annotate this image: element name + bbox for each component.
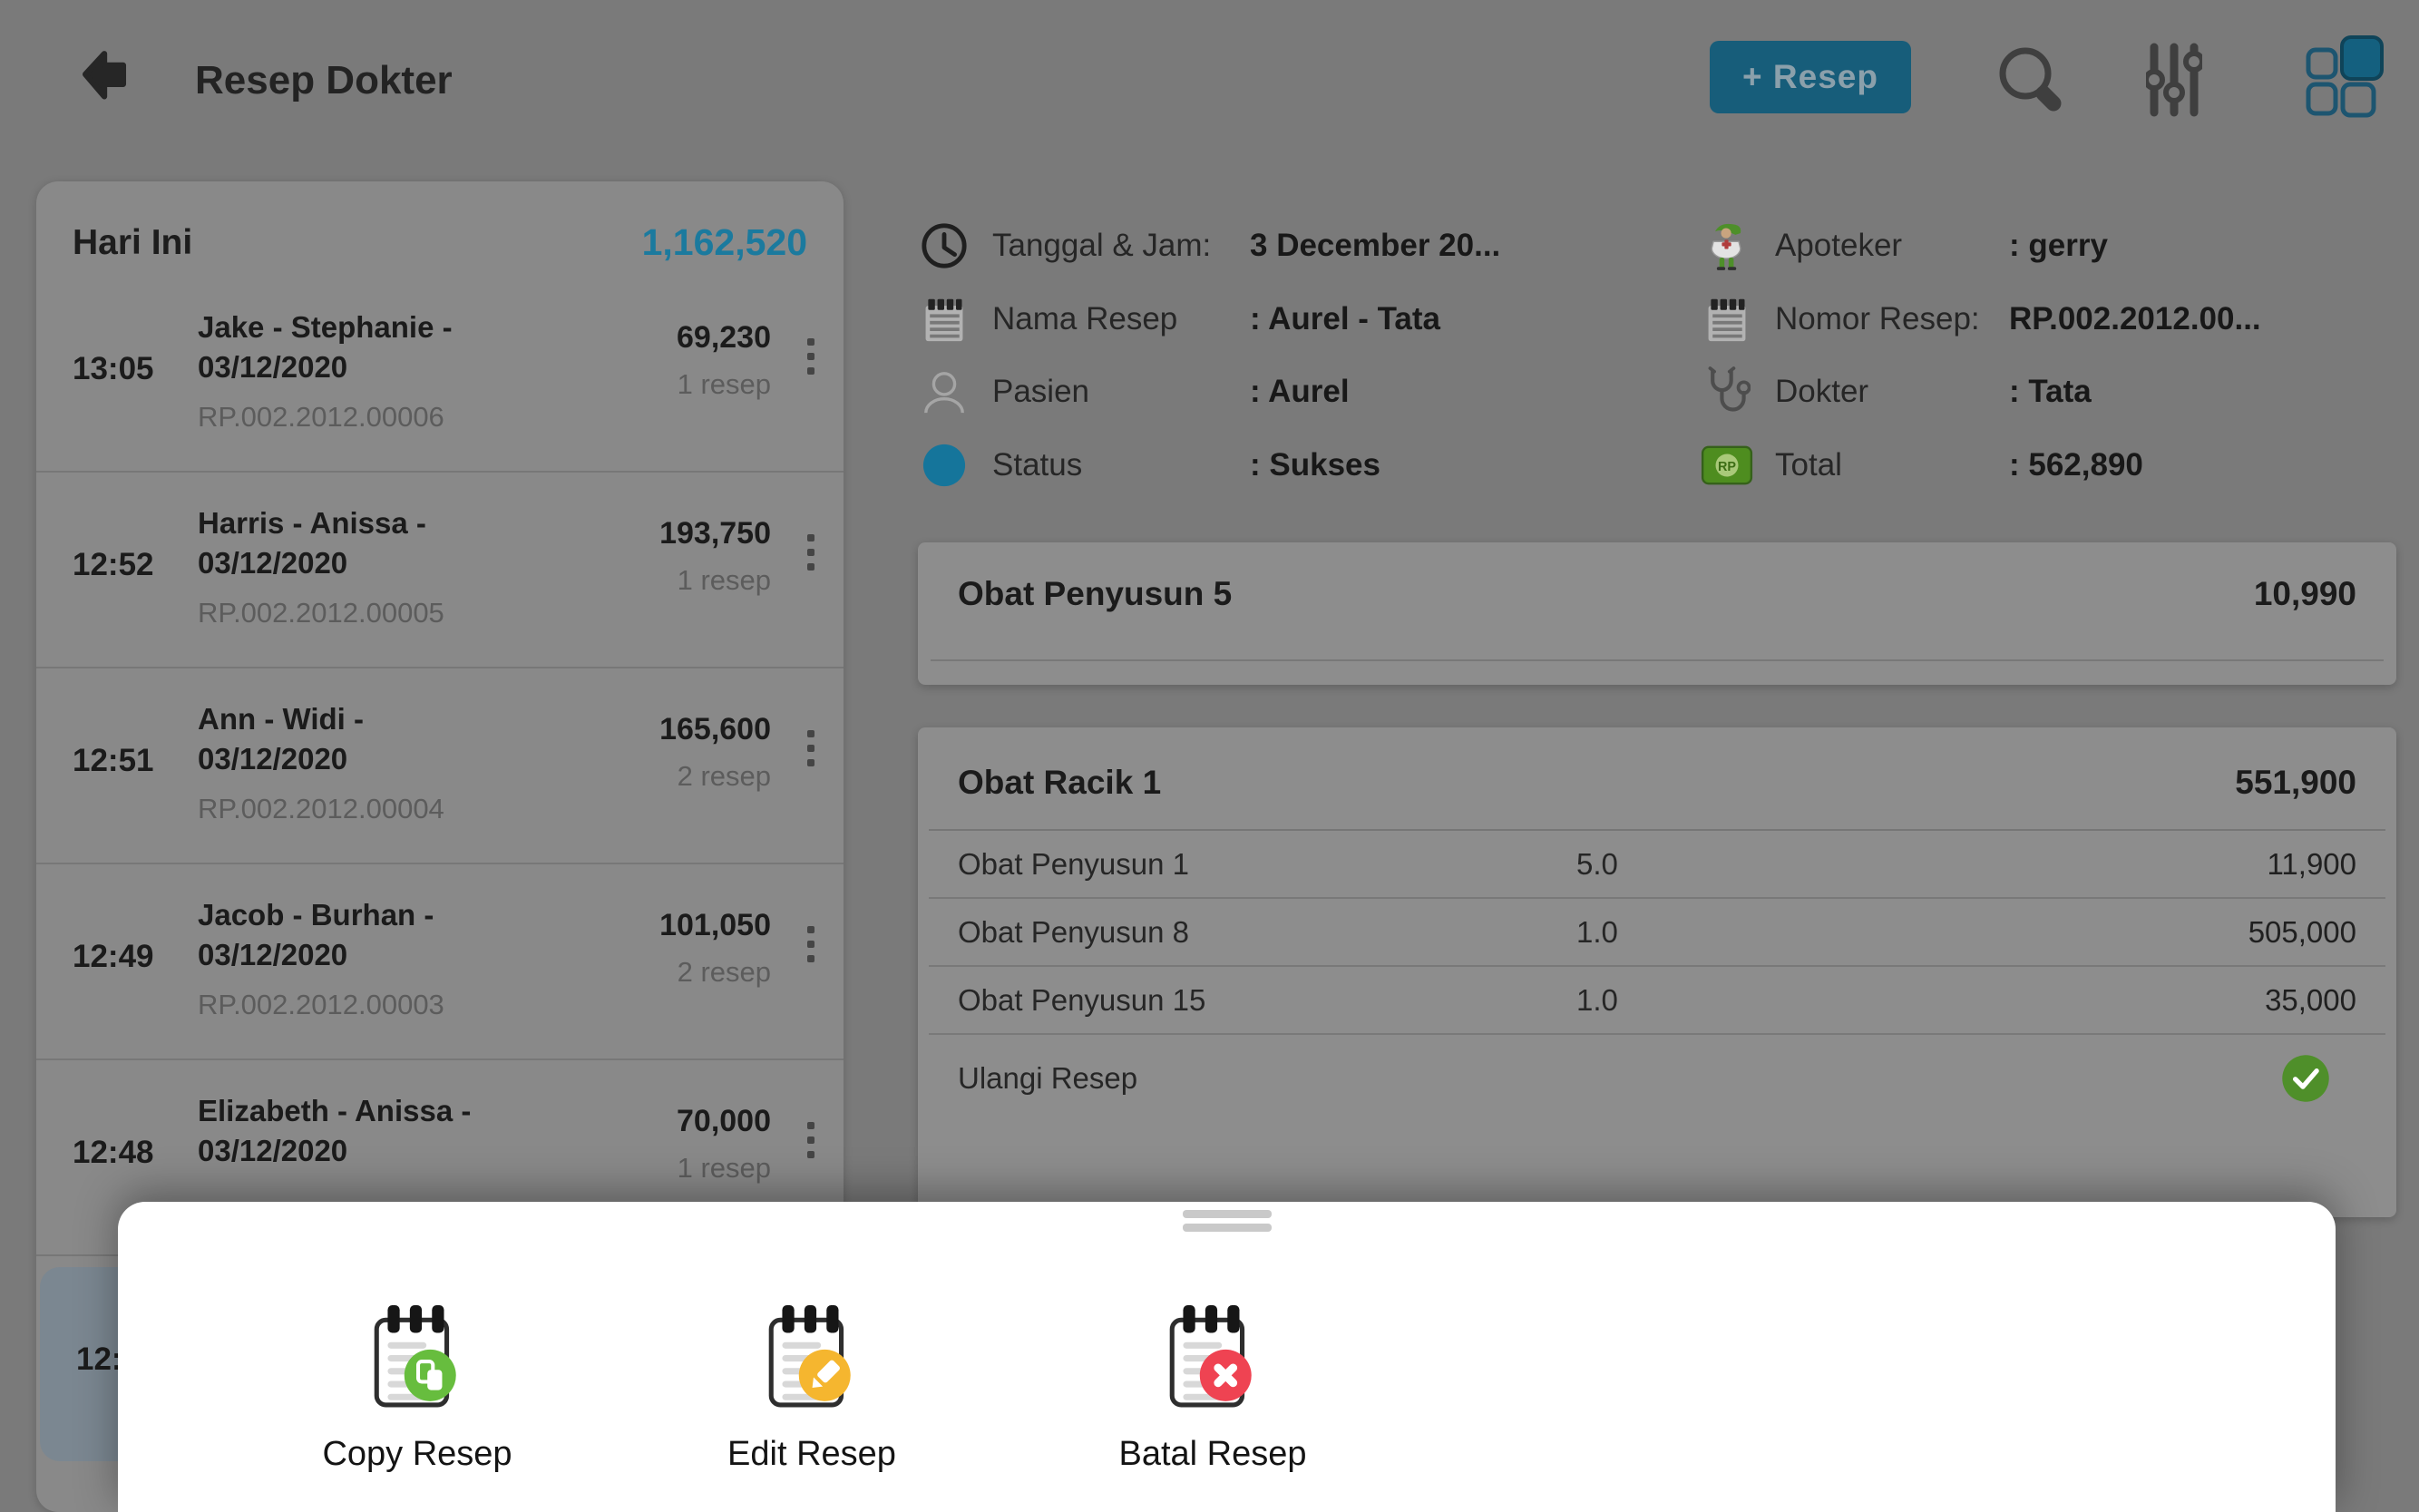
edit-resep-label: Edit Resep: [727, 1435, 896, 1473]
clock-icon: [918, 219, 971, 273]
note-icon: [1701, 292, 1753, 346]
detail-row-nomor-resep: Nomor Resep: RP.002.2012.00...: [1701, 289, 2261, 349]
list-title: Hari Ini: [73, 222, 193, 262]
item-amount: 70,000: [677, 1104, 771, 1138]
item-count: 2 resep: [677, 760, 771, 792]
batal-resep-icon: [1169, 1305, 1252, 1408]
item-menu-button[interactable]: [802, 921, 820, 968]
item-number: RP.002.2012.00004: [198, 793, 444, 825]
item-count: 1 resep: [677, 1152, 771, 1184]
batal-resep-action[interactable]: Batal Resep: [1058, 1303, 1367, 1474]
batal-resep-label: Batal Resep: [1118, 1435, 1307, 1473]
person-icon: [918, 365, 971, 419]
check-circle-icon: [2280, 1053, 2331, 1104]
money-icon: RP: [1701, 438, 1753, 493]
list-header: Hari Ini 1,162,520: [36, 181, 844, 264]
item-amount: 193,750: [659, 516, 771, 551]
detail-row-tanggal: Tanggal & Jam: 3 December 20...: [918, 216, 1500, 276]
obat-penyusun-card[interactable]: Obat Penyusun 5 10,990: [918, 542, 2396, 685]
obat-racik-card[interactable]: Obat Racik 1 551,900 Obat Penyusun 1 5.0…: [918, 727, 2396, 1217]
item-name: Elizabeth - Anissa -03/12/2020: [198, 1094, 472, 1167]
item-count: 2 resep: [677, 956, 771, 988]
copy-resep-action[interactable]: Copy Resep: [263, 1303, 571, 1474]
drag-handle[interactable]: [1182, 1210, 1272, 1232]
pharmacist-icon: [1701, 219, 1753, 273]
racik-ingredient-row: Obat Penyusun 15 1.0 35,000: [929, 967, 2385, 1035]
item-menu-button[interactable]: [802, 1117, 820, 1164]
prescription-details: Tanggal & Jam: 3 December 20... Nama Res…: [918, 216, 2414, 515]
divider: [929, 829, 2385, 831]
grid-layout-icon: [2306, 35, 2384, 118]
obat-penyusun-amount: 10,990: [2253, 575, 2356, 612]
search-icon: [1999, 47, 2062, 112]
status-dot: [918, 438, 971, 493]
edit-resep-action[interactable]: Edit Resep: [658, 1303, 966, 1474]
item-menu-button[interactable]: [802, 725, 820, 772]
ulangi-resep-label: Ulangi Resep: [958, 1061, 1138, 1095]
back-arrow-icon: [82, 51, 127, 100]
list-item[interactable]: 12:51 Ann - Widi -03/12/2020 RP.002.2012…: [36, 668, 844, 864]
item-number: RP.002.2012.00006: [198, 401, 444, 434]
detail-row-total: RP Total : 562,890: [1701, 435, 2143, 495]
item-name: Jake - Stephanie -03/12/2020: [198, 310, 453, 384]
item-amount: 69,230: [677, 320, 771, 355]
svg-text:RP: RP: [1718, 460, 1736, 474]
obat-racik-amount: 551,900: [2235, 764, 2356, 801]
racik-ingredient-row: Obat Penyusun 8 1.0 505,000: [929, 899, 2385, 967]
item-time: 12:51: [73, 743, 154, 778]
detail-row-dokter: Dokter : Tata: [1701, 362, 2092, 422]
detail-row-pasien: Pasien : Aurel: [918, 362, 1350, 422]
item-name: Ann - Widi -03/12/2020: [198, 702, 364, 776]
item-count: 1 resep: [677, 368, 771, 400]
sliders-icon: [2143, 43, 2205, 117]
item-amount: 165,600: [659, 712, 771, 746]
action-bottom-sheet: Copy Resep Edit Resep: [118, 1202, 2336, 1512]
item-number: RP.002.2012.00003: [198, 989, 444, 1021]
page-title: Resep Dokter: [195, 58, 453, 102]
list-item[interactable]: 12:49 Jacob - Burhan -03/12/2020 RP.002.…: [36, 864, 844, 1060]
detail-row-status: Status : Sukses: [918, 435, 1380, 495]
divider: [931, 659, 2384, 661]
back-button[interactable]: [78, 47, 131, 107]
item-time: 12:52: [73, 547, 154, 582]
racik-ingredient-row: Obat Penyusun 1 5.0 11,900: [929, 831, 2385, 899]
item-count: 1 resep: [677, 564, 771, 596]
item-time: 13:05: [73, 351, 154, 386]
item-menu-button[interactable]: [802, 529, 820, 576]
stethoscope-icon: [1701, 365, 1753, 419]
copy-resep-icon: [374, 1305, 456, 1408]
item-amount: 101,050: [659, 908, 771, 942]
note-icon: [918, 292, 971, 346]
copy-resep-label: Copy Resep: [322, 1435, 512, 1473]
item-time: 12:49: [73, 939, 154, 974]
daily-total: 1,162,520: [641, 221, 807, 263]
filter-button[interactable]: [2143, 40, 2205, 120]
detail-row-apoteker: Apoteker : gerry: [1701, 216, 2108, 276]
obat-penyusun-title: Obat Penyusun 5: [958, 575, 1233, 612]
obat-racik-title: Obat Racik 1: [958, 764, 1162, 801]
layout-toggle-button[interactable]: [2306, 34, 2387, 120]
list-item[interactable]: 12:52 Harris - Anissa -03/12/2020 RP.002…: [36, 473, 844, 668]
add-resep-button[interactable]: + Resep: [1710, 41, 1911, 113]
search-button[interactable]: [1995, 44, 2068, 116]
item-name: Jacob - Burhan -03/12/2020: [198, 898, 434, 971]
item-time: 12:48: [73, 1135, 154, 1170]
list-item[interactable]: 13:05 Jake - Stephanie -03/12/2020 RP.00…: [36, 277, 844, 473]
item-name: Harris - Anissa -03/12/2020: [198, 506, 426, 580]
edit-resep-icon: [768, 1305, 851, 1408]
ulangi-resep-row: Ulangi Resep: [929, 1035, 2385, 1122]
item-number: RP.002.2012.00005: [198, 597, 444, 629]
item-menu-button[interactable]: [802, 333, 820, 380]
detail-row-nama-resep: Nama Resep : Aurel - Tata: [918, 289, 1440, 349]
